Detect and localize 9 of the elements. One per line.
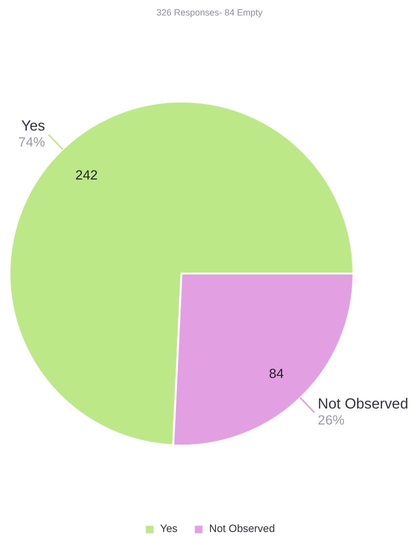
legend-label: Not Observed [209,523,275,535]
text: 26% [318,412,345,428]
legend-label: Yes [160,523,179,535]
slice-label: Not Observed [318,396,408,412]
slice-label: Yes [21,118,46,135]
text: 74% [18,134,46,150]
chart-title: 326 Responses- 84 Empty [156,8,264,18]
data-label: 84 [268,366,284,381]
data-label: 242 [75,167,98,182]
